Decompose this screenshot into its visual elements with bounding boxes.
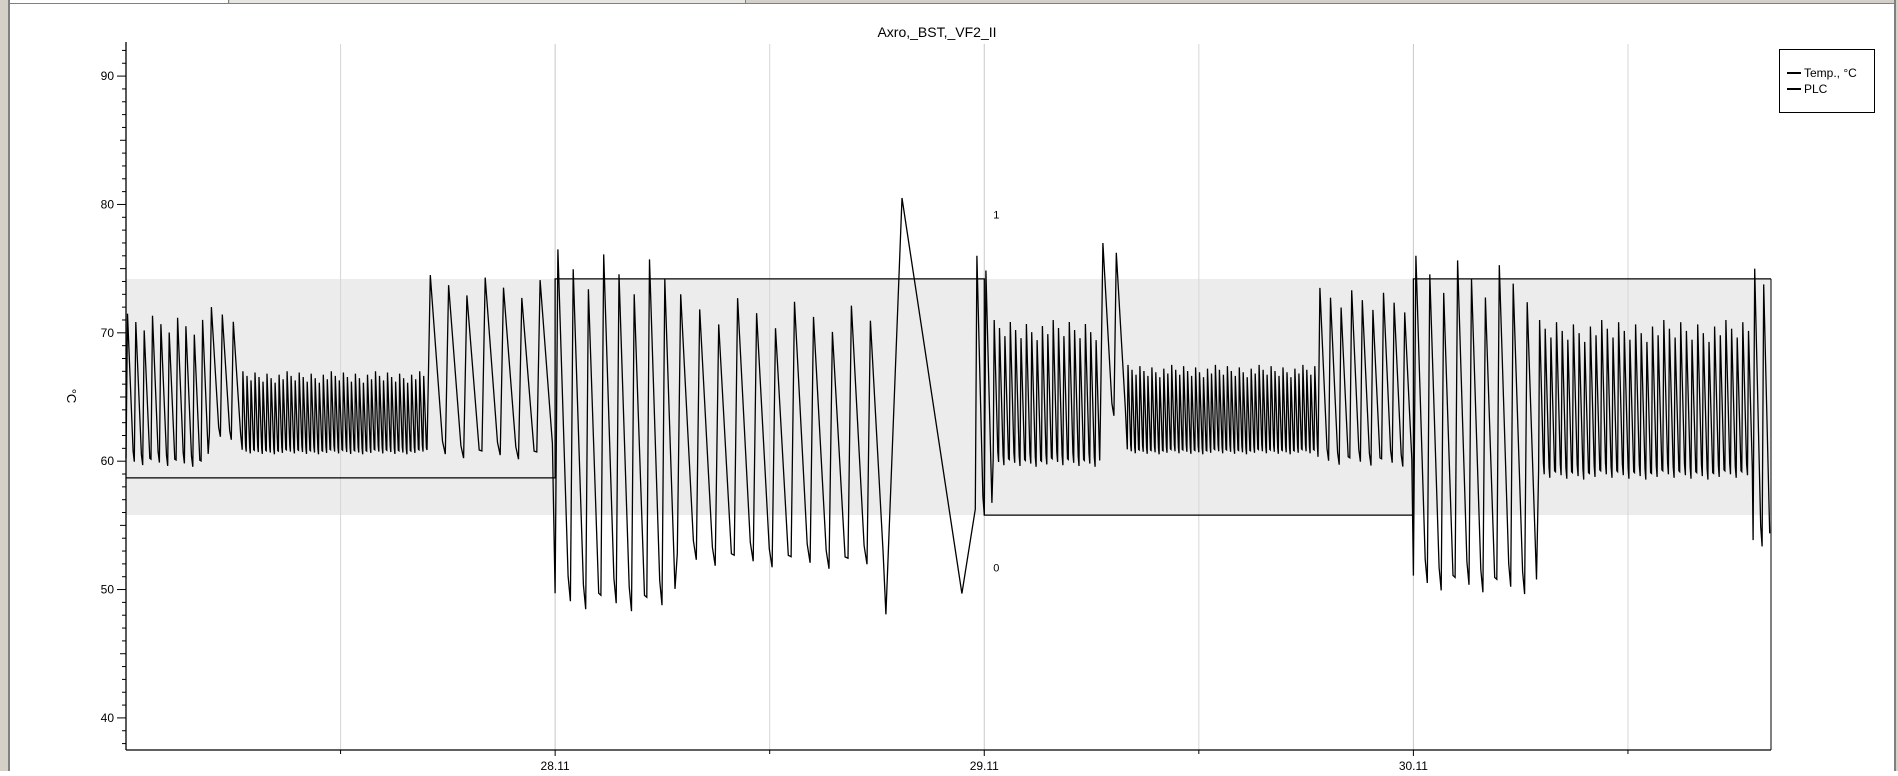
series-plc-line xyxy=(126,278,1771,516)
y-tick-label-60: 60 xyxy=(101,454,115,468)
x-tick-label-1: 29.11 xyxy=(970,759,999,771)
plot-area[interactable]: 40 50 60 70 80 90 28.11 29.11 30.11 1 0 Axro,_BST,… xyxy=(12,4,1892,773)
y-tick-label-40: 40 xyxy=(101,711,115,725)
x-tick-label-2: 30.11 xyxy=(1399,759,1428,771)
secondary-axis-label-0: 0 xyxy=(993,563,999,575)
tab-chart[interactable] xyxy=(10,0,229,3)
series-temp-line xyxy=(125,197,1771,615)
legend-label-plc: PLC xyxy=(1804,82,1828,96)
chart-canvas[interactable]: 40 50 60 70 80 90 28.11 29.11 30.11 1 0 Axro,_BST,… xyxy=(12,4,1892,773)
x-tick-label-0: 28.11 xyxy=(541,759,570,771)
chart-title: Axro,_BST,_VF2_II xyxy=(877,24,996,40)
legend-swatch-plc xyxy=(1787,88,1801,90)
legend-item-plc: PLC xyxy=(1787,82,1827,96)
y-tick-label-70: 70 xyxy=(101,326,115,340)
legend-item-temp: Temp., °C xyxy=(1787,66,1857,80)
tab-strip xyxy=(0,0,1898,4)
window-frame-right xyxy=(1894,0,1898,771)
legend: Temp., °C PLC xyxy=(1779,49,1875,113)
y-tick-label-80: 80 xyxy=(101,197,115,211)
window-frame-left xyxy=(0,0,10,771)
secondary-axis-label-1: 1 xyxy=(993,210,999,222)
y-tick-label-50: 50 xyxy=(101,583,115,597)
tab-secondary[interactable] xyxy=(230,0,746,3)
legend-swatch-temp xyxy=(1787,72,1801,74)
legend-label-temp: Temp., °C xyxy=(1804,66,1857,80)
y-axis-label: °C xyxy=(64,389,79,404)
y-tick-label-90: 90 xyxy=(101,69,115,83)
